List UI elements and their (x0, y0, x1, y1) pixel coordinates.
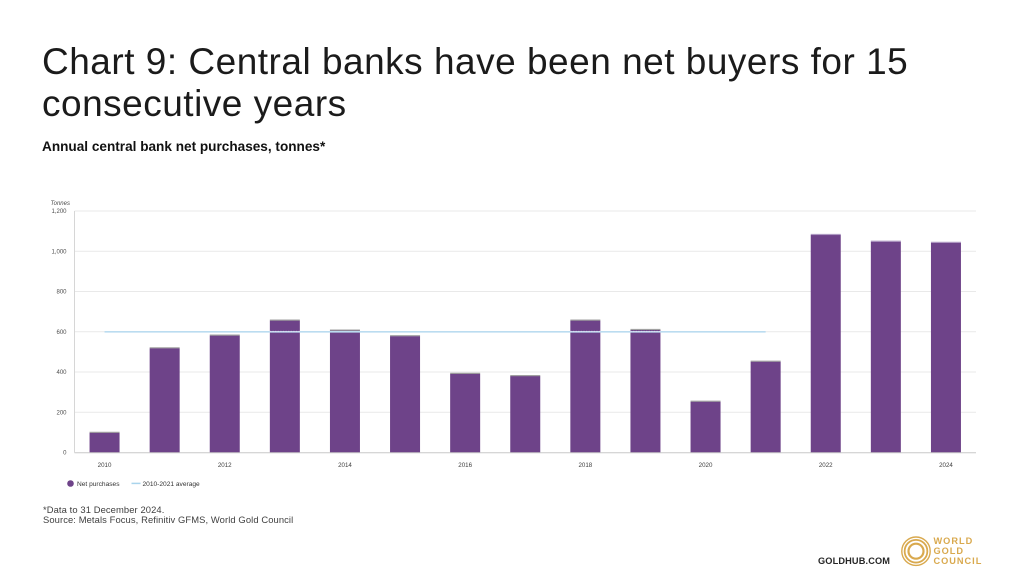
svg-text:400: 400 (56, 370, 67, 376)
svg-text:2012: 2012 (218, 462, 232, 469)
svg-text:2020: 2020 (699, 462, 713, 469)
svg-text:200: 200 (56, 410, 67, 416)
svg-text:800: 800 (56, 290, 67, 296)
svg-text:2016: 2016 (458, 462, 472, 469)
svg-text:1,200: 1,200 (51, 209, 67, 215)
svg-text:Net purchases: Net purchases (77, 481, 120, 488)
svg-text:1,000: 1,000 (51, 249, 67, 255)
svg-text:Tonnes: Tonnes (51, 201, 70, 207)
svg-text:2010-2021 average: 2010-2021 average (143, 481, 201, 488)
svg-text:2022: 2022 (819, 462, 833, 469)
svg-text:2010: 2010 (98, 462, 112, 469)
svg-text:2014: 2014 (338, 462, 352, 469)
svg-text:0: 0 (63, 451, 67, 457)
svg-text:2018: 2018 (578, 462, 592, 469)
svg-text:600: 600 (56, 330, 67, 336)
svg-text:2024: 2024 (939, 462, 953, 469)
